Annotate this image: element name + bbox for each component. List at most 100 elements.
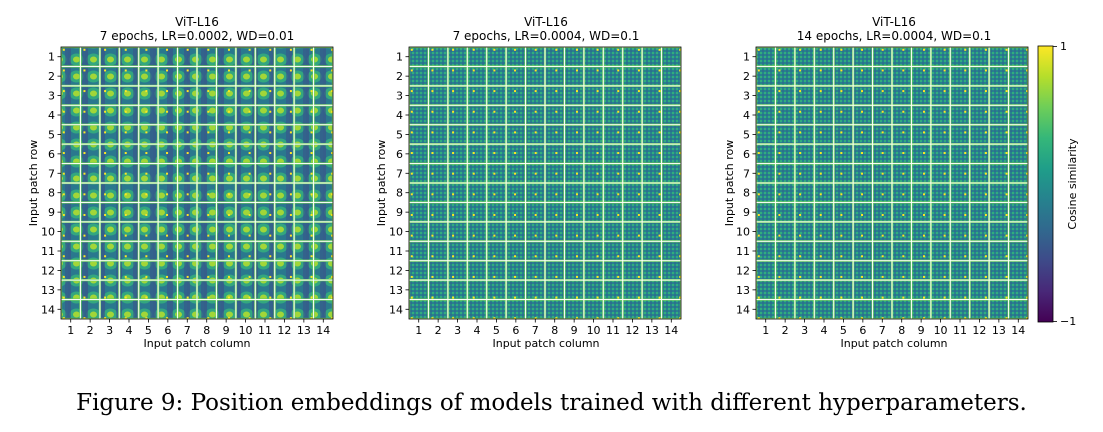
panel-2-subtitle: 7 epochs, LR=0.0004, WD=0.1 [453, 29, 640, 43]
column-tick-label: 2 [782, 324, 789, 337]
self-similarity-point [227, 131, 230, 134]
self-similarity-point [943, 48, 946, 51]
patch-similarity-cell [989, 47, 1009, 66]
self-similarity-point [778, 48, 781, 51]
self-similarity-point [62, 69, 65, 72]
self-similarity-point [248, 90, 251, 93]
patch-similarity-cell [197, 125, 216, 144]
patch-similarity-cell [1009, 202, 1028, 222]
self-similarity-point [902, 255, 905, 258]
patch-similarity-cell [178, 241, 197, 261]
patch-similarity-cell [545, 164, 564, 183]
patch-similarity-cell [314, 47, 333, 66]
patch-similarity-cell [662, 144, 681, 164]
patch-similarity-cell [873, 280, 892, 300]
colorbar-label: Cosine similarity [1066, 138, 1079, 230]
self-similarity-point [104, 213, 107, 216]
row-tick-label: 10 [41, 226, 55, 239]
patch-similarity-cell [409, 47, 428, 66]
self-similarity-point [861, 48, 864, 51]
patch-similarity-cell [178, 202, 197, 222]
patch-similarity-cell [275, 105, 294, 125]
patch-similarity-cell [795, 183, 814, 202]
self-similarity-point [124, 110, 127, 113]
panel-2-ylabel: Input patch row [375, 140, 388, 227]
patch-similarity-cell [873, 47, 892, 66]
patch-similarity-cell [236, 241, 255, 261]
patch-similarity-cell [467, 125, 487, 144]
self-similarity-point [104, 296, 107, 299]
self-similarity-point [861, 234, 864, 237]
self-similarity-point [637, 152, 640, 155]
patch-similarity-cell [989, 280, 1009, 300]
patch-similarity-cell [216, 86, 236, 105]
patch-similarity-cell [275, 164, 294, 183]
self-similarity-point [431, 255, 434, 258]
patch-similarity-cell [294, 183, 314, 202]
self-similarity-point [431, 48, 434, 51]
patch-similarity-cell [506, 125, 526, 144]
patch-similarity-cell [448, 47, 467, 66]
column-tick-label: 6 [164, 324, 171, 337]
patch-similarity-cell [275, 280, 294, 300]
self-similarity-point [493, 69, 496, 72]
patch-similarity-cell [139, 47, 158, 66]
patch-similarity-cell [989, 183, 1009, 202]
self-similarity-point [902, 90, 905, 93]
self-similarity-point [289, 48, 292, 51]
self-similarity-point [984, 317, 987, 320]
self-similarity-point [104, 317, 107, 320]
patch-similarity-cell [989, 86, 1009, 105]
self-similarity-point [922, 152, 925, 155]
self-similarity-point [331, 172, 334, 175]
patch-similarity-cell [80, 47, 100, 66]
self-similarity-point [922, 213, 925, 216]
self-similarity-point [757, 152, 760, 155]
patch-similarity-cell [428, 105, 448, 125]
patch-similarity-cell [989, 222, 1009, 241]
patch-similarity-cell [623, 202, 642, 222]
self-similarity-point [331, 193, 334, 196]
patch-similarity-cell [603, 66, 623, 86]
self-similarity-point [575, 172, 578, 175]
self-similarity-point [658, 48, 661, 51]
patch-similarity-cell [911, 47, 931, 66]
patch-similarity-cell [158, 47, 178, 66]
patch-similarity-cell [834, 86, 853, 105]
patch-similarity-cell [526, 125, 545, 144]
column-tick-label: 1 [415, 324, 422, 337]
row-tick-label: 6 [48, 148, 55, 161]
self-similarity-point [1005, 234, 1008, 237]
self-similarity-point [186, 255, 189, 258]
patch-similarity-cell [873, 125, 892, 144]
patch-similarity-cell [255, 86, 275, 105]
self-similarity-point [757, 255, 760, 258]
patch-similarity-cell [623, 280, 642, 300]
patch-similarity-cell [428, 125, 448, 144]
self-similarity-point [984, 213, 987, 216]
patch-similarity-cell [545, 66, 564, 86]
patch-similarity-cell [756, 222, 775, 241]
self-similarity-point [145, 131, 148, 134]
patch-similarity-cell [255, 66, 275, 86]
self-similarity-point [943, 275, 946, 278]
self-similarity-point [778, 69, 781, 72]
self-similarity-point [984, 48, 987, 51]
patch-similarity-cell [970, 183, 989, 202]
patch-similarity-cell [409, 183, 428, 202]
patch-similarity-cell [428, 202, 448, 222]
row-tick-label: 4 [396, 109, 403, 122]
column-tick-label: 8 [898, 324, 905, 337]
patch-similarity-cell [642, 86, 662, 105]
self-similarity-point [62, 275, 65, 278]
patch-similarity-cell [970, 86, 989, 105]
self-similarity-point [472, 296, 475, 299]
self-similarity-point [596, 90, 599, 93]
self-similarity-point [840, 275, 843, 278]
patch-similarity-cell [795, 125, 814, 144]
patch-similarity-cell [834, 125, 853, 144]
self-similarity-point [145, 110, 148, 113]
self-similarity-point [431, 296, 434, 299]
self-similarity-point [472, 48, 475, 51]
self-similarity-point [778, 213, 781, 216]
